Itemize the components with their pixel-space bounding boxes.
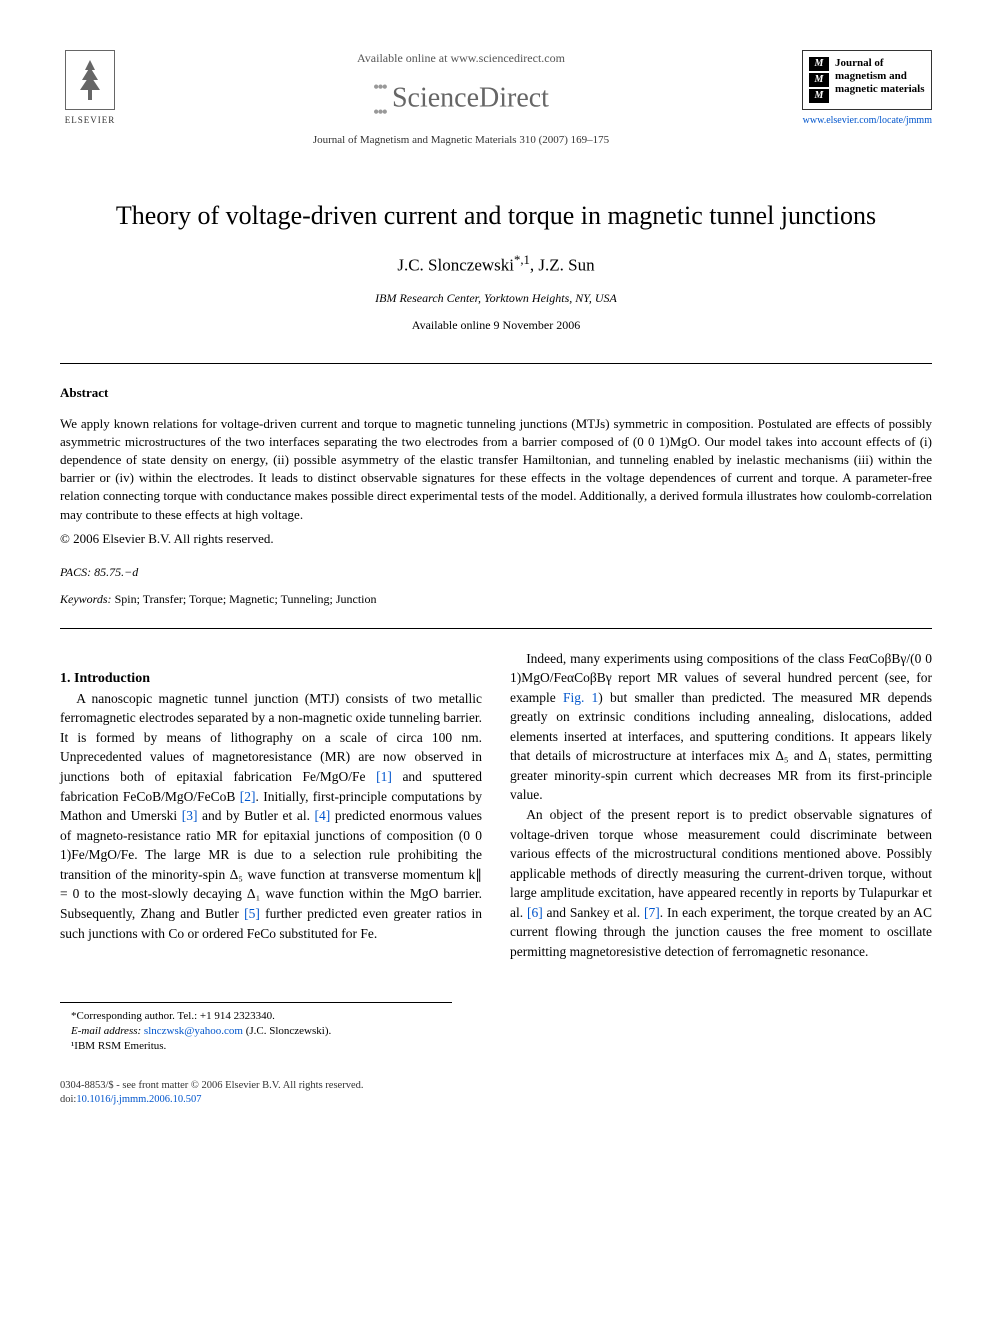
doi-line: doi:10.1016/j.jmmm.2006.10.507: [60, 1093, 932, 1108]
ref-link-7[interactable]: [7]: [644, 905, 660, 920]
affiliation: IBM Research Center, Yorktown Heights, N…: [60, 290, 932, 307]
elsevier-tree-icon: [65, 50, 115, 110]
center-header: Available online at www.sciencedirect.co…: [120, 50, 802, 149]
body-text: and by Butler et al.: [197, 808, 314, 823]
pacs-line: PACS: 85.75.−d: [60, 564, 932, 581]
fig-link-1[interactable]: Fig. 1: [563, 690, 598, 705]
email-line: E-mail address: slnczwsk@yahoo.com (J.C.…: [60, 1024, 452, 1039]
m-icon: M: [809, 73, 829, 87]
keywords-line: Keywords: Spin; Transfer; Torque; Magnet…: [60, 591, 932, 608]
abstract-copyright: © 2006 Elsevier B.V. All rights reserved…: [60, 530, 932, 548]
body-text: An object of the present report is to pr…: [510, 807, 932, 920]
elsevier-label: ELSEVIER: [65, 114, 116, 127]
available-date: Available online 9 November 2006: [60, 317, 932, 334]
ref-link-5[interactable]: [5]: [244, 906, 260, 921]
abstract-label: Abstract: [60, 384, 932, 402]
m-icon: M: [809, 57, 829, 71]
abstract-text: We apply known relations for voltage-dri…: [60, 415, 932, 524]
ref-link-4[interactable]: [4]: [315, 808, 331, 823]
ref-link-1[interactable]: [1]: [376, 769, 392, 784]
m-icon: M: [809, 89, 829, 103]
journal-logo-text: Journal of magnetism and magnetic materi…: [835, 57, 925, 103]
ref-link-2[interactable]: [2]: [240, 789, 256, 804]
journal-logo-block: M M M Journal of magnetism and magnetic …: [802, 50, 932, 128]
keywords-value: Spin; Transfer; Torque; Magnetic; Tunnel…: [115, 592, 377, 606]
body-columns: 1. Introduction A nanoscopic magnetic tu…: [60, 649, 932, 962]
header-row: ELSEVIER Available online at www.science…: [60, 50, 932, 149]
footnotes: *Corresponding author. Tel.: +1 914 2323…: [60, 1002, 452, 1055]
ref-link-3[interactable]: [3]: [182, 808, 198, 823]
doi-label: doi:: [60, 1094, 76, 1105]
body-text: predicted enormous values of magneto-res…: [60, 808, 482, 921]
issn-line: 0304-8853/$ - see front matter © 2006 El…: [60, 1079, 932, 1094]
section-1-heading: 1. Introduction: [60, 669, 482, 689]
pacs-label: PACS:: [60, 565, 91, 579]
paragraph: An object of the present report is to pr…: [510, 805, 932, 962]
journal-m-icons: M M M: [809, 57, 829, 103]
pacs-value: 85.75.−d: [94, 565, 138, 579]
journal-logo-box: M M M Journal of magnetism and magnetic …: [802, 50, 932, 110]
authors: J.C. Slonczewski*,1, J.Z. Sun: [60, 252, 932, 277]
journal-reference: Journal of Magnetism and Magnetic Materi…: [140, 133, 782, 148]
corresponding-author: *Corresponding author. Tel.: +1 914 2323…: [60, 1009, 452, 1024]
divider: [60, 628, 932, 629]
email-link[interactable]: slnczwsk@yahoo.com: [144, 1025, 243, 1037]
email-suffix: (J.C. Slonczewski).: [243, 1025, 331, 1037]
available-online-text: Available online at www.sciencedirect.co…: [140, 50, 782, 67]
divider: [60, 363, 932, 364]
email-label: E-mail address:: [71, 1025, 141, 1037]
keywords-label: Keywords:: [60, 592, 112, 606]
sd-dots-icon: ••••••: [373, 75, 386, 125]
journal-url-link[interactable]: www.elsevier.com/locate/jmmm: [802, 114, 932, 128]
doi-link[interactable]: 10.1016/j.jmmm.2006.10.507: [76, 1094, 201, 1105]
sciencedirect-logo: •••••• ScienceDirect: [140, 75, 782, 125]
paragraph: Indeed, many experiments using compositi…: [510, 649, 932, 806]
ref-link-6[interactable]: [6]: [527, 905, 543, 920]
paragraph: A nanoscopic magnetic tunnel junction (M…: [60, 689, 482, 943]
footer: 0304-8853/$ - see front matter © 2006 El…: [60, 1079, 932, 1108]
article-title: Theory of voltage-driven current and tor…: [60, 199, 932, 233]
body-text: and Sankey et al.: [543, 905, 644, 920]
body-text: ) but smaller than predicted. The measur…: [510, 690, 932, 803]
elsevier-logo: ELSEVIER: [60, 50, 120, 127]
footnote-1: ¹IBM RSM Emeritus.: [60, 1039, 452, 1054]
sciencedirect-text: ScienceDirect: [392, 82, 549, 113]
